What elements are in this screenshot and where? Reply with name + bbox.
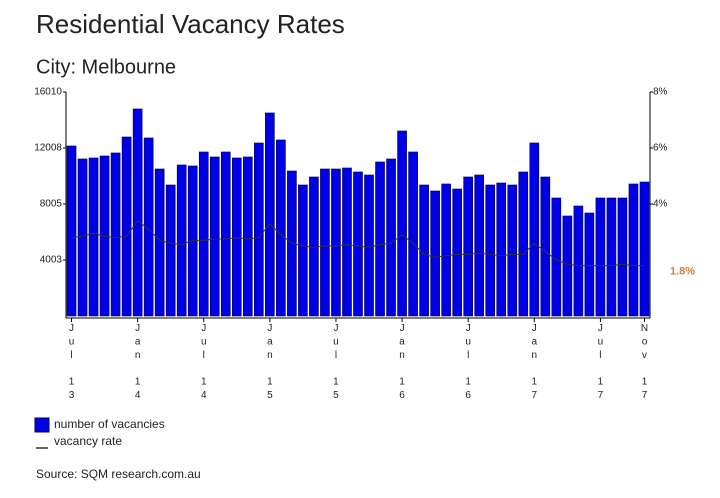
y2-tick-label: 8%: [653, 87, 668, 98]
bar: [187, 165, 198, 317]
bar: [628, 183, 639, 317]
bar: [66, 145, 77, 317]
bar: [463, 176, 474, 317]
bar: [441, 183, 451, 317]
bar: [595, 197, 606, 317]
y-tick-label: 12008: [34, 143, 62, 154]
chart-title: Residential Vacancy Rates: [36, 9, 345, 39]
bar: [88, 157, 99, 317]
bar: [364, 174, 374, 317]
bar: [606, 197, 617, 317]
bar: [220, 151, 231, 317]
y-tick-label: 16010: [34, 87, 62, 98]
bar: [121, 136, 132, 317]
y-tick-label: 4003: [40, 255, 63, 266]
bar: [617, 197, 628, 317]
bar: [254, 142, 264, 317]
source: Source: SQM research.com.au: [36, 467, 201, 481]
bar: [132, 108, 143, 317]
y-tick-label: 8005: [40, 199, 63, 210]
bar: [353, 171, 363, 317]
bar: [176, 164, 187, 317]
y2-tick-label: 6%: [653, 143, 668, 154]
legend-label: vacancy rate: [54, 434, 122, 448]
bar: [276, 139, 286, 317]
bar: [342, 167, 352, 317]
bar: [562, 215, 573, 317]
bar: [198, 151, 209, 317]
bar: [209, 156, 220, 317]
bar: [584, 212, 595, 317]
bar: [242, 156, 253, 317]
bar: [540, 176, 551, 317]
bar: [265, 112, 275, 317]
bar: [529, 142, 540, 317]
bar: [496, 182, 507, 317]
bar: [485, 184, 496, 317]
bar: [165, 184, 176, 317]
bar: [309, 176, 319, 317]
bar: [518, 171, 529, 317]
legend-label: number of vacancies: [54, 417, 165, 431]
legend-swatch: [34, 417, 50, 433]
bar: [375, 161, 385, 317]
y2-tick-label: 4%: [653, 199, 668, 210]
bar: [408, 151, 418, 317]
bar: [639, 181, 650, 317]
bar: [507, 184, 518, 317]
bar: [143, 137, 154, 317]
bar: [154, 168, 165, 317]
bar: [110, 152, 121, 317]
bar: [231, 157, 242, 317]
chart-subtitle: City: Melbourne: [36, 56, 176, 78]
value-label: 1.8%: [670, 266, 695, 278]
bar: [386, 158, 396, 317]
bar: [331, 168, 341, 317]
bar: [397, 130, 407, 317]
rate-line: [71, 220, 645, 267]
bar: [77, 158, 88, 317]
bar: [452, 188, 462, 317]
bar: [474, 174, 485, 317]
bar: [298, 184, 308, 317]
bar: [430, 190, 440, 317]
bar: [320, 168, 330, 317]
bar: [573, 205, 584, 317]
